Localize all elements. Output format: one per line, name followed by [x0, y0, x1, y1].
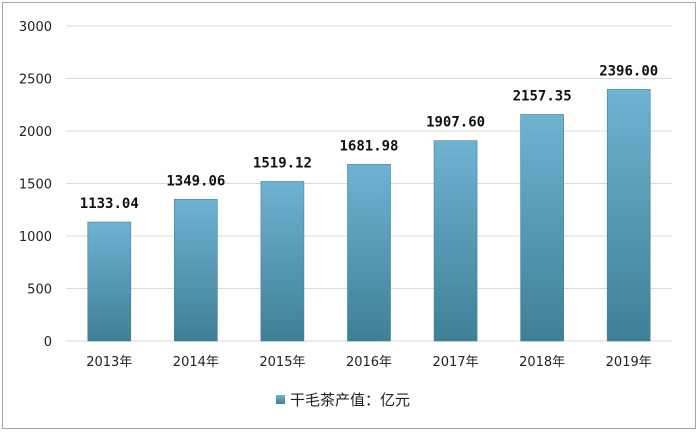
x-tick-label: 2016年: [346, 355, 392, 370]
data-label: 1907.60: [426, 115, 485, 131]
y-tick-label: 3000: [19, 20, 52, 35]
x-tick-label: 2013年: [86, 355, 132, 370]
x-tick-label: 2015年: [259, 355, 305, 370]
x-tick-label: 2017年: [433, 355, 479, 370]
bar: [87, 221, 132, 342]
data-label: 2157.35: [513, 88, 572, 104]
bar: [260, 181, 305, 342]
bar: [347, 164, 391, 342]
bar: [433, 140, 478, 342]
x-tick-label: 2014年: [173, 355, 219, 370]
data-label: 1133.04: [80, 196, 139, 212]
y-tick-label: 1000: [19, 230, 52, 245]
data-labels: 1133.04 1349.06 1519.12 1681.98 1907.60 2157.…: [80, 63, 658, 212]
y-tick-label: 2000: [19, 125, 52, 140]
legend-label: 干毛茶产值：亿元: [290, 391, 410, 409]
data-label: 1681.98: [339, 138, 398, 154]
bars: [87, 89, 651, 342]
data-label: 1349.06: [166, 173, 225, 189]
legend: 干毛茶产值：亿元: [276, 391, 410, 409]
data-label: 2396.00: [599, 63, 658, 79]
legend-swatch: [276, 395, 285, 404]
data-label: 1519.12: [253, 155, 312, 171]
y-tick-label: 500: [27, 283, 52, 298]
bar: [520, 114, 564, 342]
x-tick-label: 2019年: [606, 355, 652, 370]
x-tick-label: 2018年: [519, 355, 565, 370]
x-axis-ticks: 2013年 2014年 2015年 2016年 2017年 2018年 2019年: [86, 355, 652, 370]
y-axis-ticks: 0 500 1000 1500 2000 2500 3000: [19, 20, 52, 350]
gridlines: [66, 25, 672, 342]
y-tick-label: 2500: [19, 73, 52, 88]
y-tick-label: 1500: [19, 178, 52, 193]
bar: [606, 89, 651, 342]
y-tick-label: 0: [44, 335, 52, 350]
bar: [174, 199, 218, 342]
